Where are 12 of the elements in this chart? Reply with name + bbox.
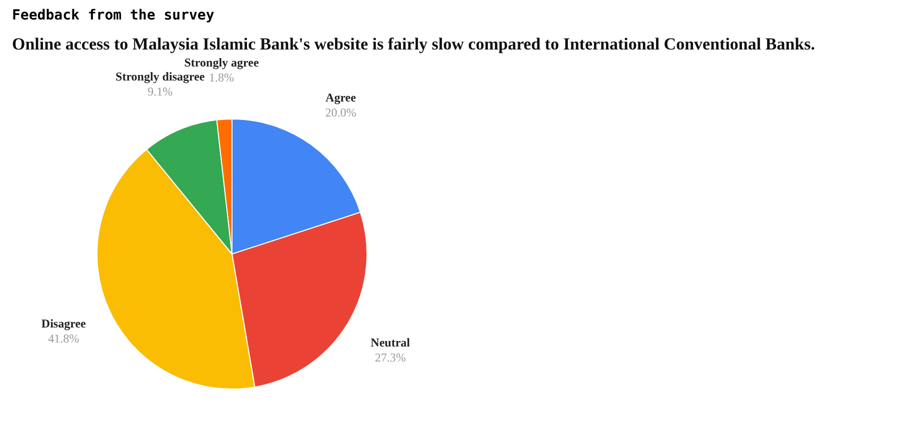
- data-label: 20.0%: [325, 105, 356, 120]
- slice-label: Disagree: [41, 316, 87, 331]
- data-label: 41.8%: [48, 332, 80, 346]
- slice-label: Agree: [326, 90, 357, 104]
- chart-subtitle: Online access to Malaysia Islamic Bank's website is fairly slow compared to International Conventional Banks.: [12, 34, 815, 54]
- slice-label: Neutral: [370, 336, 411, 350]
- slice-label: Strongly disagree: [116, 70, 206, 84]
- data-label: 1.8%: [209, 70, 234, 84]
- data-label: 9.1%: [148, 84, 173, 99]
- data-label: 27.3%: [374, 350, 406, 365]
- slice-label: Strongly agree: [184, 55, 260, 70]
- chart-title: Feedback from the survey: [12, 7, 215, 24]
